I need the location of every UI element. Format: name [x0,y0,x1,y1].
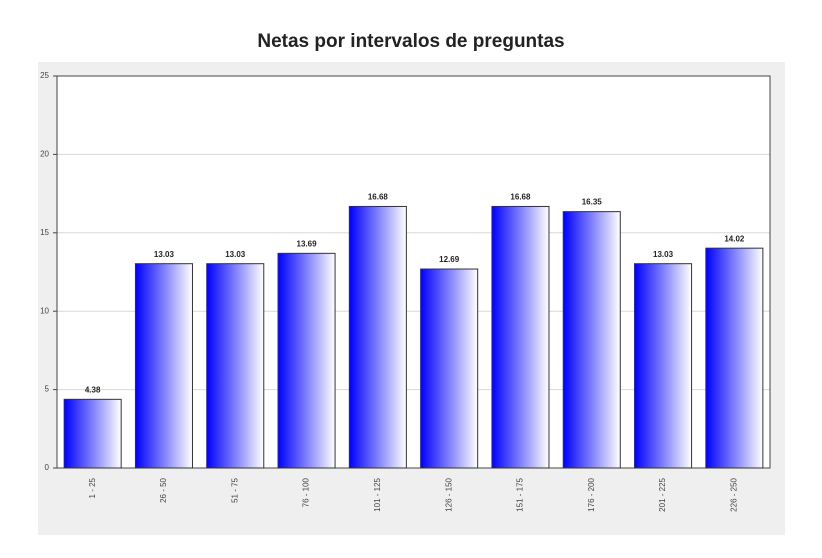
bar [134,263,193,469]
value-label: 16.35 [582,198,603,207]
x-tick-label: 176 - 200 [587,477,596,511]
y-tick-label: 20 [40,150,49,159]
x-tick-label: 26 - 50 [159,477,168,502]
value-label: 4.38 [85,385,101,394]
bar [634,263,693,469]
value-label: 16.68 [510,193,531,202]
bar [206,263,265,469]
y-tick-label: 15 [40,228,49,237]
value-label: 13.03 [154,250,175,259]
value-label: 16.68 [368,193,389,202]
value-label: 14.02 [724,234,745,243]
x-tick-label: 201 - 225 [658,477,667,511]
value-label: 13.03 [653,250,674,259]
value-label: 13.03 [225,250,246,259]
bar [348,205,407,469]
x-tick-label: 151 - 175 [516,477,525,511]
bar [562,211,621,469]
x-tick-label: 51 - 75 [230,477,239,502]
y-tick-label: 25 [40,71,49,80]
bar [277,252,336,469]
plot-border [56,75,771,469]
x-tick-label: 226 - 250 [729,477,738,511]
chart-title: Netas por intervalos de preguntas [257,31,564,52]
bar [491,205,550,469]
bar [705,247,764,469]
x-tick-label: 126 - 150 [444,477,453,511]
y-tick-label: 0 [45,463,50,472]
y-tick-label: 10 [40,306,49,315]
bar [63,398,122,469]
y-tick-label: 5 [45,385,50,394]
value-label: 12.69 [439,255,460,264]
value-label: 13.69 [297,239,318,248]
x-tick-label: 76 - 100 [302,477,311,507]
x-tick-label: 1 - 25 [88,477,97,498]
bar [420,268,479,469]
x-tick-label: 101 - 125 [373,477,382,511]
